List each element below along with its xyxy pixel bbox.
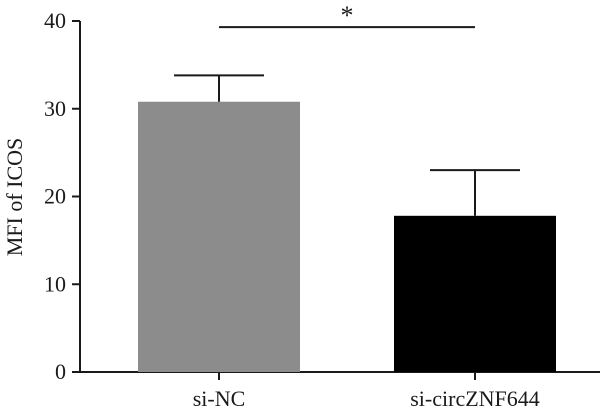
significance-label: * [341,1,354,30]
bar-1 [138,101,300,372]
y-tick-label: 0 [55,359,66,384]
bars [138,101,556,372]
y-tick-label: 30 [44,96,66,121]
x-axis: si-NC si-circZNF644 [79,371,600,410]
bar-2 [394,215,556,372]
x-tick-label: si-circZNF644 [410,386,540,410]
y-axis: 0 10 20 30 40 [44,8,81,384]
x-tick-label: si-NC [193,386,246,410]
y-axis-title: MFI of ICOS [2,138,27,257]
y-tick-label: 10 [44,271,66,296]
error-bars [174,74,520,216]
y-tick-label: 20 [44,184,66,209]
y-tick-label: 40 [44,8,66,33]
significance-bracket: * [219,1,475,30]
